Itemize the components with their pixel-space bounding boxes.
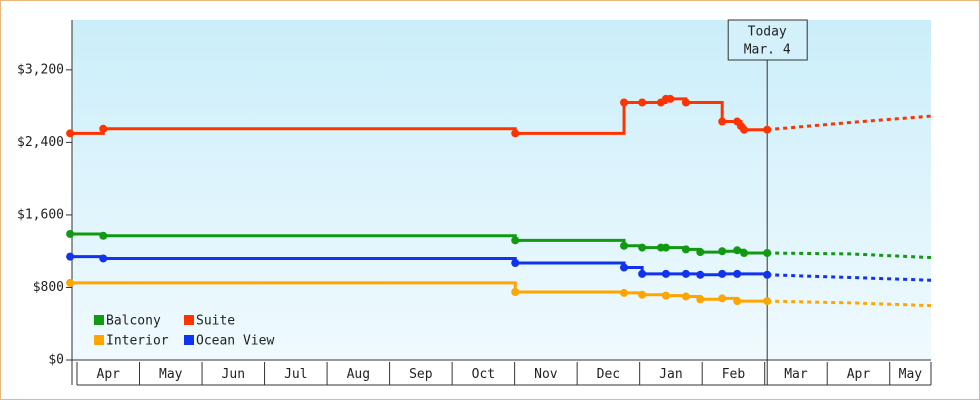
plot-area xyxy=(72,20,931,360)
price-point xyxy=(733,269,742,278)
price-point xyxy=(661,243,670,252)
price-point xyxy=(681,292,690,301)
price-point xyxy=(733,246,742,255)
forecast-line xyxy=(767,299,932,308)
price-point xyxy=(620,241,629,250)
legend-swatch xyxy=(94,315,104,325)
x-tick-label: May xyxy=(159,367,183,382)
price-point xyxy=(620,263,629,272)
price-point xyxy=(66,129,75,138)
price-point xyxy=(696,248,705,257)
price-point xyxy=(733,297,742,306)
price-point xyxy=(511,258,520,267)
x-tick-label: May xyxy=(899,367,923,382)
x-tick-label: Oct xyxy=(472,367,495,382)
price-point xyxy=(681,245,690,254)
price-point xyxy=(638,98,647,107)
y-tick-label: $1,600 xyxy=(17,207,64,222)
x-tick-label: Feb xyxy=(722,367,746,382)
price-point xyxy=(763,297,772,306)
price-point xyxy=(763,125,772,134)
price-point xyxy=(681,98,690,107)
price-point xyxy=(511,288,520,296)
price-point xyxy=(763,270,772,279)
price-point xyxy=(740,125,749,134)
price-point xyxy=(620,98,629,107)
price-point xyxy=(681,269,690,278)
x-tick-label: Apr xyxy=(97,367,121,382)
y-tick-label: $2,400 xyxy=(17,135,64,150)
legend-label: Suite xyxy=(196,314,235,329)
legend-label: Balcony xyxy=(106,314,161,329)
x-tick-label: Apr xyxy=(847,367,871,382)
forecast-line xyxy=(767,273,932,282)
x-tick-label: Jun xyxy=(222,367,245,382)
forecast-line xyxy=(767,114,932,132)
x-tick-label: Sep xyxy=(409,367,433,382)
price-point xyxy=(763,249,772,258)
price-point xyxy=(66,278,75,287)
price-point xyxy=(99,254,108,263)
today-title: Today xyxy=(748,25,787,40)
x-tick-label: Mar xyxy=(784,367,808,382)
price-point xyxy=(99,124,108,133)
price-point xyxy=(718,117,727,126)
price-point xyxy=(666,94,675,103)
legend-swatch xyxy=(94,335,104,345)
y-tick-label: $3,200 xyxy=(17,62,64,77)
price-point xyxy=(66,252,75,261)
legend-label: Ocean View xyxy=(196,334,274,349)
price-point xyxy=(696,270,705,279)
y-tick-label: $800 xyxy=(33,280,64,295)
price-point xyxy=(620,288,629,297)
price-point xyxy=(511,236,520,245)
today-box xyxy=(727,19,808,61)
price-point xyxy=(718,247,727,256)
price-point xyxy=(66,229,75,238)
today-date: Mar. 4 xyxy=(744,43,791,58)
price-point xyxy=(638,290,647,299)
price-point xyxy=(99,231,108,240)
legend-swatch xyxy=(184,315,194,325)
x-tick-label: Nov xyxy=(534,367,558,382)
price-point xyxy=(696,295,705,304)
price-point xyxy=(718,269,727,278)
price-point xyxy=(638,269,647,278)
legend-label: Interior xyxy=(106,334,169,349)
legend-swatch xyxy=(184,335,194,345)
x-tick-label: Jan xyxy=(659,367,682,382)
price-point xyxy=(638,243,647,252)
y-tick-label: $0 xyxy=(48,353,64,368)
x-tick-label: Aug xyxy=(347,367,370,382)
price-point xyxy=(511,129,520,138)
x-tick-label: Dec xyxy=(597,367,620,382)
price-point xyxy=(661,269,670,278)
price-point xyxy=(740,249,749,258)
price-point xyxy=(718,294,727,303)
forecast-line xyxy=(767,251,932,260)
price-point xyxy=(661,291,670,300)
x-tick-label: Jul xyxy=(284,367,307,382)
